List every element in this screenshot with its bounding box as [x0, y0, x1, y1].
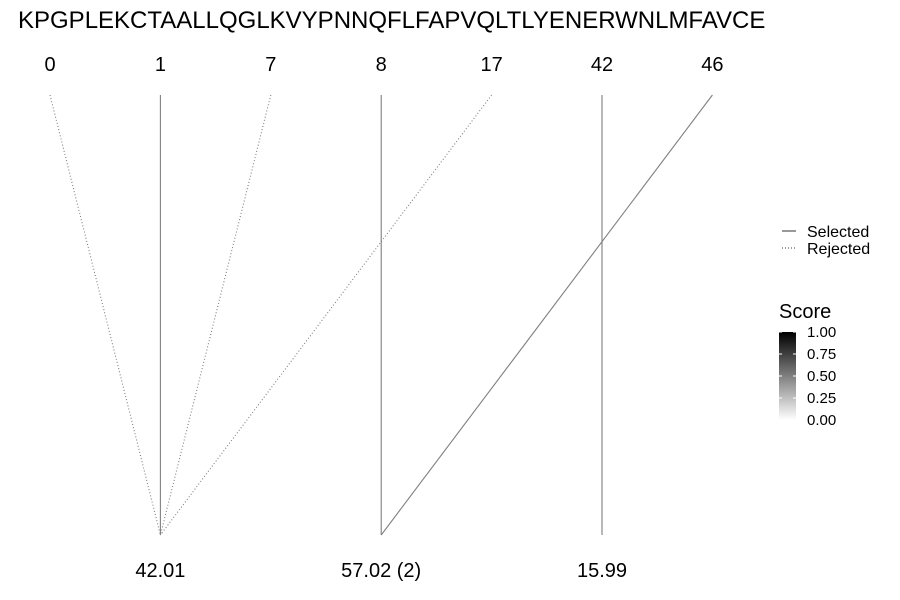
score-legend-title: Score	[779, 301, 831, 323]
score-tick-label: 0.75	[807, 346, 836, 363]
position-label: 42	[591, 54, 613, 76]
peptide-sequence: KPGPLEKCTAALLQGLKVYPNNQFLFAPVQLTLYENERWN…	[18, 7, 765, 34]
line-legend: Selected Rejected	[782, 224, 870, 258]
connection-lines	[49, 94, 713, 536]
mass-labels: 42.01 57.02 (2) 15.99	[135, 560, 627, 582]
position-label: 0	[44, 54, 55, 76]
connection-line-17-rejected	[159, 94, 493, 536]
position-labels: 0 1 7 8 17 42 46	[44, 54, 723, 76]
score-colorbar	[779, 332, 796, 420]
position-label: 17	[480, 54, 502, 76]
legend-rejected-label: Rejected	[807, 241, 870, 258]
score-tick-label: 0.00	[807, 412, 836, 429]
connection-line-0-rejected	[49, 94, 161, 536]
score-legend: Score 1.00 0.75 0.50 0.25 0.00	[779, 301, 836, 429]
score-ticks: 1.00 0.75 0.50 0.25 0.00	[779, 324, 836, 429]
position-label: 8	[376, 54, 387, 76]
score-tick-label: 0.50	[807, 368, 836, 385]
position-label: 1	[155, 54, 166, 76]
mass-label: 15.99	[577, 560, 627, 582]
position-label: 7	[265, 54, 276, 76]
score-tick-label: 0.25	[807, 390, 836, 407]
position-label: 46	[701, 54, 723, 76]
connection-line-46-selected	[380, 94, 713, 536]
mass-label: 57.02 (2)	[341, 560, 421, 582]
score-tick-label: 1.00	[807, 324, 836, 341]
mass-label: 42.01	[135, 560, 185, 582]
legend-selected-label: Selected	[807, 224, 869, 241]
connection-line-7-rejected	[159, 94, 272, 536]
